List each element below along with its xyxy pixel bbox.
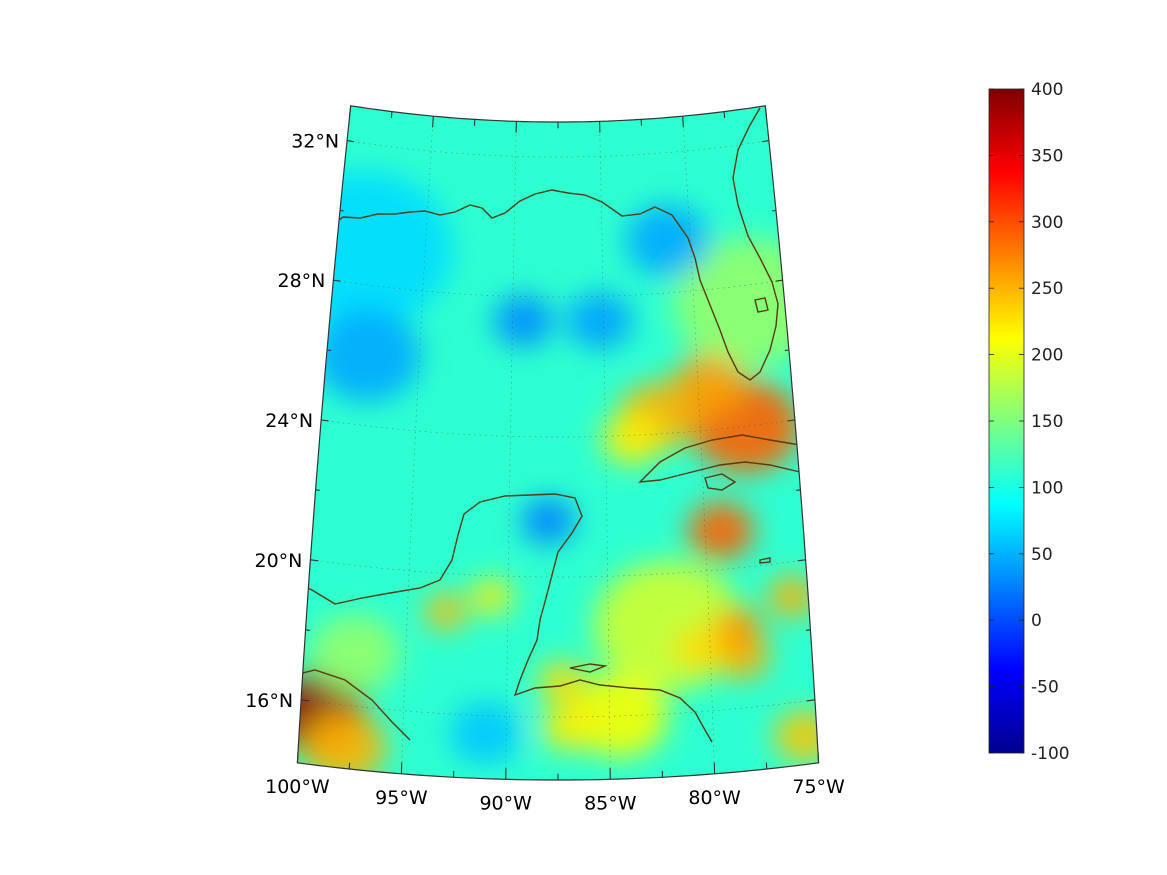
longitude-label: 75°W (792, 776, 845, 798)
colorbar: 400 350 300 250 200 150 100 50 0 -50 -100 (988, 80, 1070, 764)
coastline-gulf (297, 107, 779, 743)
frame-tick (797, 559, 806, 562)
frame-tick (805, 629, 811, 631)
frame-tick (787, 419, 795, 422)
frame-tick (327, 349, 332, 352)
frame-tick (775, 279, 783, 282)
meridian-line (599, 131, 611, 780)
frame-tick (817, 751, 820, 763)
colorbar-label: 100 (1031, 478, 1063, 498)
colorbar-label: 300 (1031, 213, 1063, 233)
parallel-line (347, 140, 769, 158)
frame-tick (301, 699, 310, 702)
frame-ticks (296, 105, 820, 780)
latitude-label: 32°N (291, 131, 339, 153)
longitude-label: 90°W (479, 792, 532, 814)
coastline-lake-okeechobee (754, 297, 769, 313)
parallel-line (310, 559, 806, 578)
field-hotspot (602, 412, 663, 465)
field-hotspot (673, 627, 722, 670)
latitude-labels: 32°N 28°N 24°N 20°N 16°N (245, 131, 339, 712)
field-hotspot (625, 204, 710, 277)
field-hotspot (309, 614, 400, 693)
field-hotspot (493, 295, 554, 348)
coastline-bahamas-andros (835, 362, 860, 412)
field-hotspot (302, 710, 387, 781)
field-hotspot (713, 607, 762, 649)
field-hotspot (768, 576, 817, 618)
frame-tick (348, 105, 352, 117)
field-hotspot (297, 171, 453, 327)
frame-tick (321, 419, 329, 422)
colorbar-gradient (988, 88, 1025, 754)
colorbar-label: -100 (1031, 744, 1070, 764)
frame-tick (390, 111, 393, 118)
longitude-labels: 100°W 95°W 90°W 85°W 80°W 75°W (265, 776, 845, 814)
colorbar-label: 350 (1031, 146, 1063, 166)
coastline-cuba (638, 434, 819, 493)
field-hotspot (687, 502, 754, 560)
colorbar-label: 400 (1031, 80, 1063, 100)
frame-tick (796, 489, 801, 491)
parallel-line (321, 419, 795, 438)
latitude-label: 16°N (245, 690, 293, 712)
frame-tick (333, 279, 341, 282)
longitude-label: 95°W (375, 787, 428, 809)
field-hotspot (774, 710, 819, 763)
field-hotspot (566, 292, 633, 350)
longitude-label: 85°W (584, 792, 637, 814)
frame-tick (347, 140, 354, 143)
frame-tick (315, 489, 320, 491)
latitude-label: 24°N (265, 410, 313, 432)
coastline-cayman (759, 557, 771, 564)
frame-tick (296, 751, 299, 763)
frame-tick (339, 209, 344, 212)
frame-tick (764, 105, 768, 117)
meridian-line (505, 131, 517, 780)
coastline-pacific (297, 647, 411, 741)
coastline-jamaica (850, 588, 918, 606)
colorbar-label: 200 (1031, 346, 1063, 366)
frame-tick (806, 699, 815, 702)
latitude-label: 20°N (255, 550, 303, 572)
meridian-line (683, 126, 715, 774)
field-hotspot (538, 661, 587, 703)
meridian-line (401, 126, 433, 774)
coastline-bay-islands (569, 663, 608, 673)
field-hotspot (673, 353, 746, 416)
colorbar-label: 150 (1031, 412, 1063, 432)
colorbar-label: 0 (1031, 611, 1042, 631)
field-hotspot (471, 578, 513, 615)
parallel-line (301, 699, 815, 718)
colorbar-ticks: 400 350 300 250 200 150 100 50 0 -50 -100 (989, 80, 1070, 764)
longitude-label: 80°W (688, 787, 741, 809)
coastline-bahamas-north (813, 301, 819, 327)
longitude-label: 100°W (265, 776, 330, 798)
frame-tick (305, 629, 311, 631)
coastline (297, 107, 950, 743)
field-hotspot (541, 704, 596, 751)
frame-tick (762, 140, 769, 143)
frame-tick (432, 116, 434, 128)
colorbar-label: 50 (1031, 545, 1053, 565)
coastline-hispaniola (868, 505, 950, 542)
field-hotspot (449, 702, 522, 765)
coastline-isla-juventud (704, 473, 737, 491)
field-hotspot (313, 308, 422, 403)
frame-tick (723, 111, 726, 118)
colorbar-label: 250 (1031, 279, 1063, 299)
frame-tick (310, 559, 319, 562)
field-hotspot (521, 497, 576, 545)
frame-tick (772, 209, 777, 212)
frame-tick (784, 349, 789, 352)
coastline-bahamas-east (878, 345, 915, 392)
field-hotspot (424, 593, 467, 631)
latitude-label: 28°N (278, 270, 326, 292)
colorbar-label: -50 (1031, 678, 1059, 698)
frame-tick (682, 116, 684, 128)
